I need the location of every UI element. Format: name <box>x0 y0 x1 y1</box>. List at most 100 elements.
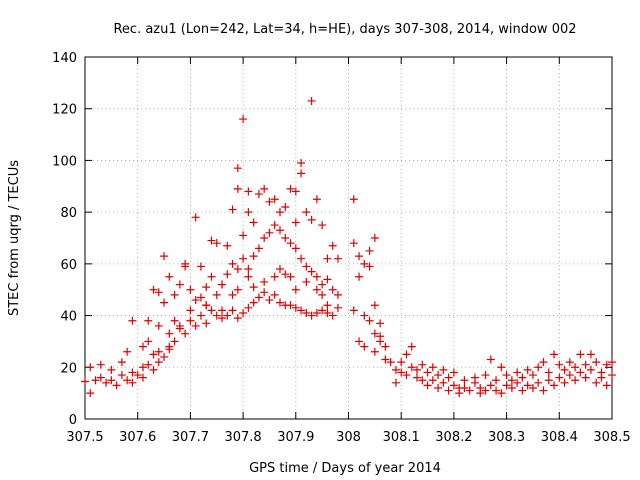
data-point <box>149 285 158 294</box>
data-point <box>254 190 263 199</box>
data-point <box>170 316 179 325</box>
data-point <box>492 376 501 385</box>
x-tick-label: 307.5 <box>66 430 103 445</box>
data-point <box>597 373 606 382</box>
data-point <box>360 311 369 320</box>
data-point <box>228 306 237 315</box>
data-point <box>160 352 169 361</box>
data-point <box>260 234 269 242</box>
data-point <box>602 360 611 369</box>
data-point <box>249 218 258 227</box>
data-point <box>270 195 279 204</box>
data-point <box>144 316 153 325</box>
x-tick-label: 308.3 <box>488 430 525 445</box>
data-point <box>275 226 284 235</box>
data-point <box>196 262 205 271</box>
data-point <box>233 265 242 274</box>
data-point <box>333 290 342 299</box>
data-point <box>218 280 227 289</box>
data-point <box>360 342 369 351</box>
data-point <box>528 383 537 392</box>
data-point <box>212 239 221 248</box>
data-point <box>302 277 311 286</box>
data-point <box>291 218 300 227</box>
data-point <box>138 363 147 372</box>
data-point <box>286 239 295 248</box>
data-point <box>513 368 522 377</box>
data-point <box>102 378 111 387</box>
data-point <box>202 301 211 310</box>
data-point <box>302 262 311 271</box>
data-point <box>370 347 379 356</box>
data-point <box>86 389 95 398</box>
data-point <box>138 342 147 351</box>
data-point <box>249 252 258 261</box>
x-tick-label: 308.4 <box>541 430 578 445</box>
data-point <box>550 381 559 390</box>
data-point <box>391 365 400 374</box>
data-point <box>207 236 216 245</box>
data-point <box>154 321 163 330</box>
data-point <box>107 365 116 374</box>
data-point <box>534 378 543 387</box>
x-tick-label: 307.6 <box>119 430 156 445</box>
data-point <box>608 371 616 380</box>
data-point <box>365 246 374 255</box>
data-point <box>328 311 337 320</box>
data-point <box>349 306 358 315</box>
data-point <box>449 368 458 377</box>
data-point <box>402 350 411 359</box>
data-point <box>260 184 269 193</box>
data-point <box>123 376 132 385</box>
data-point <box>133 371 142 380</box>
data-point <box>470 373 479 382</box>
data-point <box>144 337 153 346</box>
data-point <box>286 301 295 310</box>
data-point <box>423 381 432 390</box>
data-point <box>165 329 174 338</box>
data-point <box>244 265 253 274</box>
data-point <box>323 308 332 317</box>
data-point <box>476 389 485 398</box>
data-point <box>407 363 416 372</box>
data-point <box>233 164 242 173</box>
data-point <box>281 234 290 242</box>
data-points <box>81 96 616 398</box>
data-point <box>239 254 248 263</box>
data-point <box>418 376 427 385</box>
data-point <box>154 288 163 297</box>
data-point <box>523 381 532 390</box>
data-point <box>86 363 95 372</box>
data-point <box>128 378 137 387</box>
data-point <box>275 265 284 274</box>
data-point <box>233 285 242 294</box>
data-point <box>428 363 437 372</box>
data-point <box>323 254 332 263</box>
plot-frame <box>84 56 613 420</box>
data-point <box>492 386 501 395</box>
data-point <box>244 303 253 312</box>
data-point <box>328 241 337 250</box>
data-point <box>323 275 332 284</box>
data-point <box>265 296 274 305</box>
data-point <box>281 270 290 279</box>
data-point <box>444 373 453 382</box>
data-point <box>518 373 527 382</box>
data-point <box>428 376 437 385</box>
data-point <box>165 345 174 354</box>
data-point <box>207 306 216 315</box>
data-point <box>244 187 253 196</box>
data-point <box>539 386 548 395</box>
y-tick-label: 120 <box>52 103 77 118</box>
data-point <box>228 290 237 299</box>
x-tick-label: 308.5 <box>593 430 630 445</box>
data-point <box>376 319 385 328</box>
data-point <box>365 262 374 271</box>
data-point <box>196 293 205 302</box>
y-tick-label: 80 <box>60 206 77 221</box>
data-point <box>407 342 416 351</box>
data-point <box>586 365 595 374</box>
data-point <box>223 241 232 250</box>
data-point <box>381 355 390 364</box>
